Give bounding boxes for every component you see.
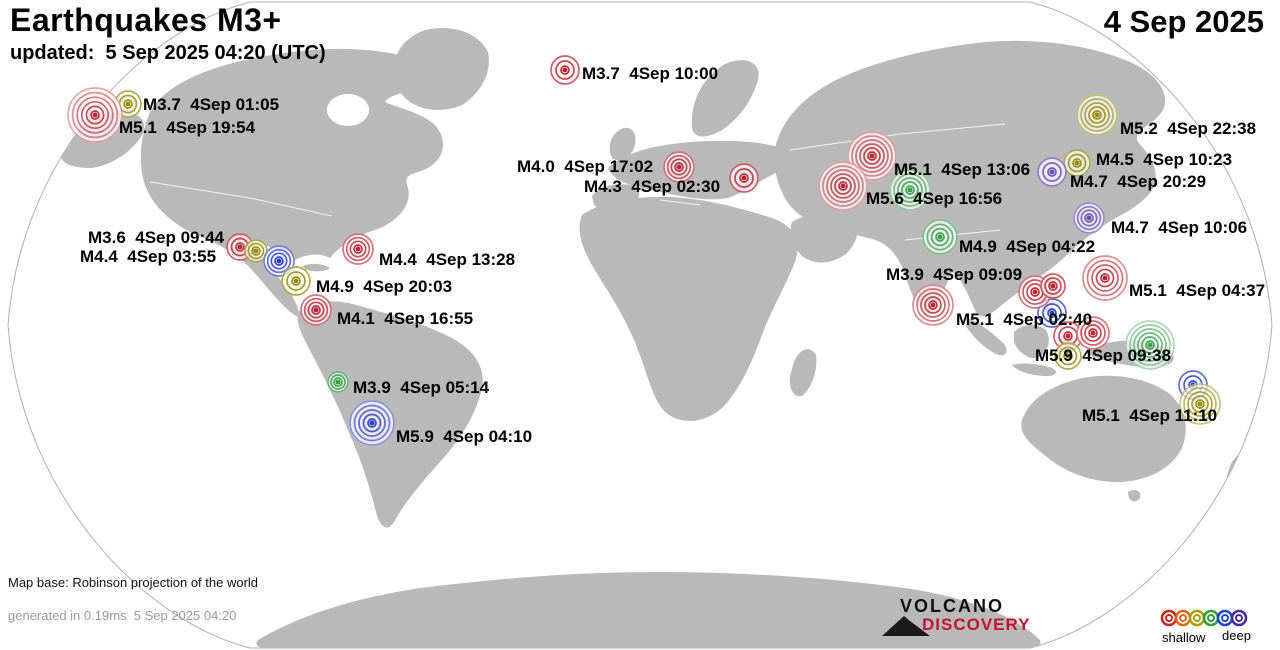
- depth-legend-icon-inner: [1207, 614, 1215, 622]
- quake-marker[interactable]: [1063, 149, 1091, 177]
- quake-marker[interactable]: [1073, 202, 1105, 234]
- quake-label: M4.4 4Sep 03:55: [80, 247, 216, 266]
- quake-marker[interactable]: [729, 163, 759, 193]
- depth-legend-icon-inner: [1235, 614, 1243, 622]
- quake-marker[interactable]: [342, 233, 374, 265]
- page-title: Earthquakes M3+: [10, 2, 282, 38]
- quake-label: M4.3 4Sep 02:30: [584, 177, 720, 196]
- quake-label: M5.2 4Sep 22:38: [1120, 119, 1256, 138]
- quake-label: M3.7 4Sep 10:00: [582, 64, 718, 83]
- depth-legend-icon-inner: [1165, 614, 1173, 622]
- quake-marker[interactable]: [327, 371, 349, 393]
- quake-marker[interactable]: [912, 284, 954, 326]
- quake-marker[interactable]: [349, 400, 395, 446]
- quake-marker[interactable]: [1076, 94, 1118, 136]
- quake-label: M3.6 4Sep 09:44: [88, 228, 225, 247]
- logo-text-volcano: VOLCANO: [900, 596, 1004, 616]
- quake-marker[interactable]: [1054, 342, 1082, 370]
- quake-marker[interactable]: [67, 87, 123, 143]
- quake-label: M3.9 4Sep 09:09: [886, 265, 1022, 284]
- quake-label: M4.7 4Sep 20:29: [1070, 172, 1206, 191]
- quake-marker[interactable]: [889, 169, 931, 211]
- quake-marker[interactable]: [1037, 157, 1067, 187]
- quake-marker[interactable]: [1082, 255, 1128, 301]
- quake-marker[interactable]: [300, 294, 332, 326]
- depth-legend-icon-inner: [1193, 614, 1201, 622]
- depth-legend-icon-inner: [1221, 614, 1229, 622]
- volcano-discovery-logo[interactable]: VOLCANO DISCOVERY: [880, 596, 1055, 644]
- quake-label: M3.7 4Sep 01:05: [143, 95, 279, 114]
- quake-marker[interactable]: [922, 219, 958, 255]
- quake-marker[interactable]: [663, 151, 695, 183]
- updated-timestamp: updated: 5 Sep 2025 04:20 (UTC): [10, 42, 326, 64]
- quake-label: M5.1 4Sep 02:40: [956, 310, 1092, 329]
- legend-shallow-label: shallow: [1162, 630, 1206, 645]
- quake-label: M5.9 4Sep 09:38: [1035, 346, 1171, 365]
- quake-marker[interactable]: [244, 239, 268, 263]
- depth-legend-icons: [1160, 609, 1248, 627]
- legend-deep-label: deep: [1222, 628, 1251, 643]
- quake-label: M4.4 4Sep 13:28: [379, 250, 515, 269]
- quake-label: M5.1 4Sep 11:10: [1082, 406, 1217, 425]
- quake-marker[interactable]: [1179, 383, 1221, 425]
- quake-label: M4.9 4Sep 04:22: [959, 237, 1095, 256]
- quake-label: M5.1 4Sep 19:54: [119, 118, 256, 137]
- map-base-note: Map base: Robinson projection of the wor…: [8, 575, 259, 590]
- quake-label: M4.9 4Sep 20:03: [316, 277, 452, 296]
- quake-label: M5.9 4Sep 04:10: [396, 427, 532, 446]
- volcano-icon: [882, 616, 930, 636]
- quake-label: M5.1 4Sep 04:37: [1129, 281, 1265, 300]
- quake-marker[interactable]: [1076, 316, 1110, 350]
- logo-text-discovery: DISCOVERY: [922, 615, 1031, 634]
- quake-label: M4.5 4Sep 10:23: [1096, 150, 1232, 169]
- quake-label: M4.0 4Sep 17:02: [517, 157, 653, 176]
- quake-label: M3.9 4Sep 05:14: [353, 378, 490, 397]
- quake-label-layer: M3.7 4Sep 01:05 M5.1 4Sep 19:54 M3.7 4Sep …: [80, 64, 1265, 446]
- quake-label: M5.6 4Sep 16:56: [866, 189, 1002, 208]
- quake-marker[interactable]: [1040, 273, 1066, 299]
- quake-layer: [67, 55, 1221, 446]
- quake-label: M4.1 4Sep 16:55: [337, 309, 473, 328]
- generated-note: generated in 0.19ms 5 Sep 2025 04:20: [8, 608, 237, 623]
- quake-label: M5.1 4Sep 13:06: [894, 160, 1030, 179]
- quake-label: M4.7 4Sep 10:06: [1111, 218, 1247, 237]
- continents: [59, 28, 1252, 648]
- quake-marker[interactable]: [281, 266, 311, 296]
- map-date: 4 Sep 2025: [1103, 4, 1264, 39]
- depth-legend: shallow deep: [1160, 608, 1270, 648]
- quake-marker[interactable]: [550, 55, 580, 85]
- quake-marker[interactable]: [818, 161, 868, 211]
- quake-marker[interactable]: [1125, 320, 1175, 370]
- depth-legend-icon-inner: [1179, 614, 1187, 622]
